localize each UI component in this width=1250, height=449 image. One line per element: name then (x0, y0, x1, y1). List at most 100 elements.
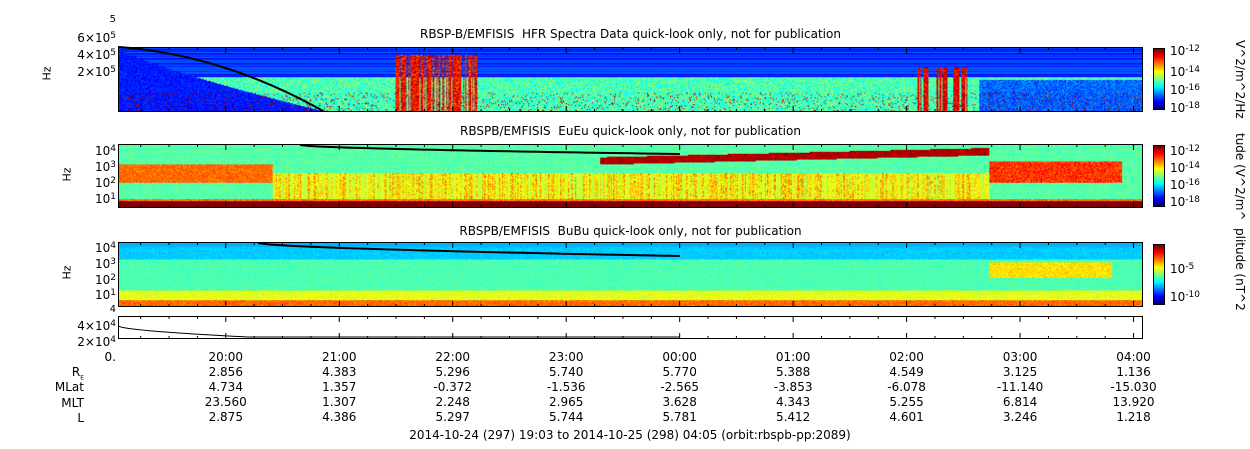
panel2-colorbar (1153, 145, 1165, 207)
ephem-value: -2.565 (660, 380, 699, 394)
time-tick-label: 00:00 (662, 350, 697, 364)
panel2-ytick: 101 (94, 192, 116, 206)
ephem-value: 5.740 (549, 365, 584, 379)
ephem-value: 4.549 (889, 365, 924, 379)
ephem-value: 2.856 (208, 365, 243, 379)
ephem-value: 4.343 (775, 395, 811, 409)
ephem-value: 13.920 (1112, 395, 1155, 409)
panel1-colorbar (1153, 48, 1165, 110)
ephem-value: 23.560 (204, 395, 247, 409)
ephem-value: 1.357 (322, 380, 357, 394)
panel4-ytick: 4×104 (77, 319, 116, 333)
ephem-value: 3.628 (662, 395, 697, 409)
panel1-title: RBSP-B/EMFISIS HFR Spectra Data quick-lo… (420, 27, 841, 41)
time-tick-label: 01:00 (775, 350, 811, 364)
time-tick-label: 04:00 (1116, 350, 1151, 364)
panel2-eueu-spectrogram (118, 144, 1143, 208)
time-tick-label: 23:00 (548, 350, 584, 364)
panel1-ytick: 2×105 (77, 65, 116, 79)
ephem-value: -1.536 (546, 380, 586, 394)
ephem-value: 2.965 (549, 395, 584, 409)
panel1-colorbar-tick: 10-18 (1170, 101, 1200, 115)
ephem-label-re: RE (71, 365, 84, 382)
ephem-value: 5.255 (889, 395, 924, 409)
time-tick-label: 22:00 (435, 350, 471, 364)
ephem-value: -11.140 (996, 380, 1044, 394)
panel1-colorbar-tick: 10-14 (1170, 65, 1200, 79)
ephem-label-mlat: MLat (54, 380, 84, 394)
time-column: 01:00 5.388 -3.853 4.343 5.412 (753, 350, 833, 425)
ephem-value: -15.030 (1110, 380, 1157, 394)
panel3-colorbar-tick: 10-5 (1170, 262, 1195, 276)
ephem-value: -6.078 (887, 380, 926, 394)
ephem-value: 6.814 (1002, 395, 1038, 409)
ephem-value: 1.218 (1116, 410, 1151, 424)
panel3-cyclotron-line (257, 242, 681, 257)
panel2-colorbar-tick: 10-16 (1170, 178, 1200, 192)
time-tick-label: 03:00 (1002, 350, 1038, 364)
ephem-value: 3.246 (1002, 410, 1038, 424)
panel2-ytick: 102 (94, 176, 116, 190)
panel3-ytick: 102 (94, 273, 116, 287)
panel2-ytick: 103 (94, 160, 116, 174)
time-tick-label: 21:00 (321, 350, 357, 364)
panel3-title: RBSPB/EMFISIS BuBu quick-look only, not … (459, 224, 802, 238)
panel2-ytick: 104 (94, 144, 116, 158)
ephem-value: 1.136 (1116, 365, 1151, 379)
panel3-ytick: 103 (94, 257, 116, 271)
ephem-value: 1.307 (322, 395, 357, 409)
time-column: 23:00 5.740 -1.536 2.965 5.744 (526, 350, 606, 425)
panel4-data-line (117, 325, 680, 338)
time-column: 04:00 1.136 -15.030 13.920 1.218 (1094, 350, 1174, 425)
time-column: 00:00 5.770 -2.565 3.628 5.781 (640, 350, 720, 425)
ephem-value: 3.125 (1002, 365, 1038, 379)
ephem-value: 5.297 (435, 410, 470, 424)
panel1-colorbar-tick: 10-16 (1170, 83, 1200, 97)
panel1-hfr-spectrogram (118, 47, 1143, 112)
panel3-colorbar (1153, 244, 1165, 305)
ephem-value: 4.386 (322, 410, 357, 424)
ephem-value: 2.248 (435, 395, 470, 409)
time-column: 03:00 3.125 -11.140 6.814 3.246 (980, 350, 1060, 425)
panel4-line-plot (118, 316, 1143, 339)
panel1-ytick-overflow: 5 (109, 14, 116, 25)
ephem-label-l: L (77, 411, 84, 425)
ephem-value: 4.383 (322, 365, 357, 379)
panel1-ytick: 4×105 (77, 48, 116, 62)
time-column: 21:00 4.383 1.357 1.307 4.386 (299, 350, 379, 425)
ephem-value: 5.388 (775, 365, 811, 379)
ephem-value: -0.372 (433, 380, 473, 394)
ephem-value: -3.853 (773, 380, 813, 394)
ephem-value: 5.770 (662, 365, 697, 379)
panel1-frequency-line (117, 46, 324, 112)
ephem-value: 5.296 (435, 365, 470, 379)
panel1-colorbar-tick: 10-12 (1170, 44, 1200, 58)
ephem-value: 5.744 (549, 410, 584, 424)
panel3-bubu-spectrogram (118, 242, 1143, 307)
panel2-colorbar-tick: 10-14 (1170, 161, 1200, 175)
panel4-ytick-overflow: 4 (109, 304, 116, 315)
time-range-footer: 2014-10-24 (297) 19:03 to 2014-10-25 (29… (409, 428, 851, 442)
panel1-ytick: 6×105 (77, 31, 116, 45)
time-tick-label: 02:00 (889, 350, 924, 364)
panel2-colorbar-tick: 10-12 (1170, 144, 1200, 158)
ephem-value: 2.875 (208, 410, 243, 424)
panel2-cyclotron-line (299, 144, 681, 155)
panel2-title: RBSPB/EMFISIS EuEu quick-look only, not … (460, 124, 801, 138)
time-column: 22:00 5.296 -0.372 2.248 5.297 (413, 350, 493, 425)
ephem-value: 5.412 (775, 410, 811, 424)
time-column: 02:00 4.549 -6.078 5.255 4.601 (867, 350, 947, 425)
ephem-value: 4.734 (208, 380, 243, 394)
time-tick-label: 20:00 (208, 350, 244, 364)
ephem-value: 5.781 (662, 410, 697, 424)
time-column: 20:00 2.856 4.734 23.560 2.875 (186, 350, 266, 425)
panel3-ytick: 104 (94, 241, 116, 255)
ephem-label-mlt: MLT (61, 396, 84, 410)
panel4-ytick: 0. (104, 350, 116, 364)
panel3-colorbar-tick: 10-10 (1170, 290, 1200, 304)
panel4-ytick: 2×104 (77, 335, 116, 349)
panel3-ytick: 101 (94, 288, 116, 302)
panel2-colorbar-tick: 10-18 (1170, 195, 1200, 209)
